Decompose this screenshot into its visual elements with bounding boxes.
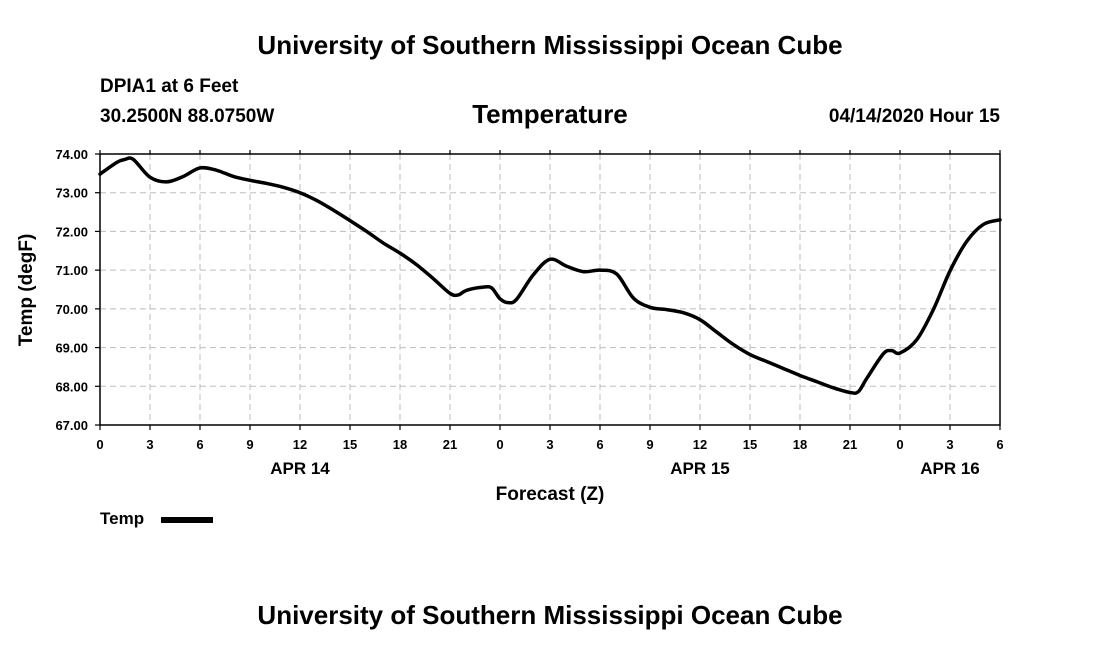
date-label: APR 16	[920, 459, 980, 478]
x-tick-label: 15	[343, 437, 357, 452]
x-tick-label: 0	[496, 437, 503, 452]
date-label: APR 15	[670, 459, 730, 478]
x-tick-label: 18	[393, 437, 407, 452]
temperature-chart: 74.00 73.00 72.00 71.00 70.00 69.00 68.00 67.00…	[16, 147, 1004, 505]
y-tick-label: 74.00	[55, 147, 88, 162]
x-tick-label: 12	[293, 437, 307, 452]
x-tick-label: 18	[793, 437, 807, 452]
x-tick-label: 21	[443, 437, 457, 452]
x-tick-label: 3	[546, 437, 553, 452]
x-tick-label: 9	[246, 437, 253, 452]
x-tick-label: 0	[896, 437, 903, 452]
x-tick-label: 6	[996, 437, 1003, 452]
legend-line-swatch	[161, 517, 213, 523]
y-tick-label: 69.00	[55, 341, 88, 356]
x-tick-label: 12	[693, 437, 707, 452]
x-tick-label: 3	[946, 437, 953, 452]
forecast-datetime: 04/14/2020 Hour 15	[828, 106, 1000, 127]
chart-subtitle: Temperature	[472, 99, 628, 129]
y-tick-label: 71.00	[55, 263, 88, 278]
chart-title: University of Southern Mississippi Ocean…	[257, 30, 843, 60]
date-label: APR 14	[270, 459, 330, 478]
y-axis-label: Temp (degF)	[16, 234, 37, 347]
y-tick-label: 70.00	[55, 302, 88, 317]
y-tick-label: 67.00	[55, 418, 88, 433]
grid	[100, 154, 1000, 425]
x-tick-label: 21	[843, 437, 857, 452]
axis-ticks: 74.00 73.00 72.00 71.00 70.00 69.00 68.00 67.00…	[55, 147, 1003, 478]
x-tick-label: 3	[146, 437, 153, 452]
legend-label: Temp	[100, 509, 145, 528]
series-layer	[98, 156, 1002, 395]
x-tick-label: 9	[646, 437, 653, 452]
y-tick-label: 73.00	[55, 186, 88, 201]
footer-title: University of Southern Mississippi Ocean…	[257, 600, 843, 630]
y-tick-label: 72.00	[55, 224, 88, 239]
x-tick-label: 0	[96, 437, 103, 452]
coordinates-label: 30.2500N 88.0750W	[100, 106, 275, 127]
station-label: DPIA1 at 6 Feet	[100, 76, 239, 97]
x-tick-label: 15	[743, 437, 757, 452]
x-tick-label: 6	[196, 437, 203, 452]
series-line-temp	[98, 156, 1002, 395]
y-tick-label: 68.00	[55, 379, 88, 394]
x-axis-label: Forecast (Z)	[496, 484, 605, 505]
x-tick-label: 6	[596, 437, 603, 452]
